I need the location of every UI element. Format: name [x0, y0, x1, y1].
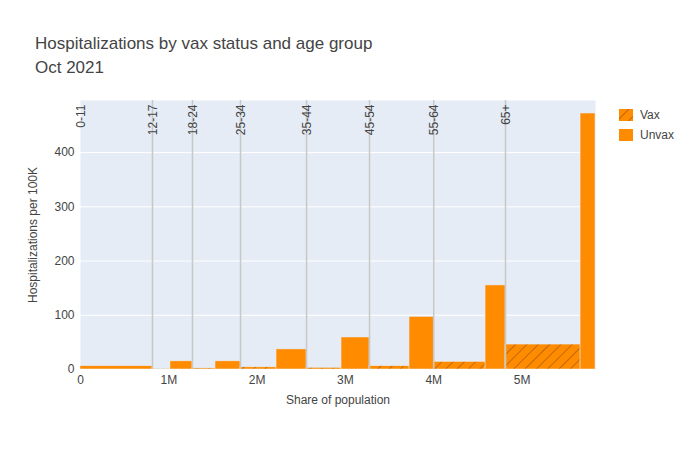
svg-text:400: 400 — [54, 145, 74, 159]
svg-text:12-17: 12-17 — [146, 104, 160, 135]
svg-text:18-24: 18-24 — [186, 104, 200, 135]
svg-text:0: 0 — [77, 373, 84, 387]
html-text:Unvax: Unvax — [640, 128, 674, 142]
svg-text:Hospitalizations per 100K: Hospitalizations per 100K — [26, 167, 40, 303]
svg-text:1M: 1M — [160, 373, 177, 387]
svg-text:2M: 2M — [249, 373, 266, 387]
svg-text:200: 200 — [54, 254, 74, 268]
svg-text:25-34: 25-34 — [234, 104, 248, 135]
svg-text:4M: 4M — [425, 373, 442, 387]
svg-text:5M: 5M — [514, 373, 531, 387]
svg-text:45-54: 45-54 — [363, 104, 377, 135]
svg-text:65+: 65+ — [499, 105, 513, 125]
svg-text:0-11: 0-11 — [74, 104, 88, 127]
svg-text:Share of population: Share of population — [286, 393, 390, 407]
svg-text:100: 100 — [54, 308, 74, 322]
svg-text:3M: 3M — [337, 373, 354, 387]
svg-text:55-64: 55-64 — [427, 104, 441, 135]
svg-text:35-44: 35-44 — [300, 104, 314, 135]
html-text:Oct 2021: Oct 2021 — [35, 58, 104, 77]
svg-text:300: 300 — [54, 200, 74, 214]
html-text:Vax: Vax — [640, 108, 660, 122]
html-text:Hospitalizations by vax status: Hospitalizations by vax status and age g… — [35, 34, 373, 53]
svg-text:0: 0 — [68, 362, 75, 376]
